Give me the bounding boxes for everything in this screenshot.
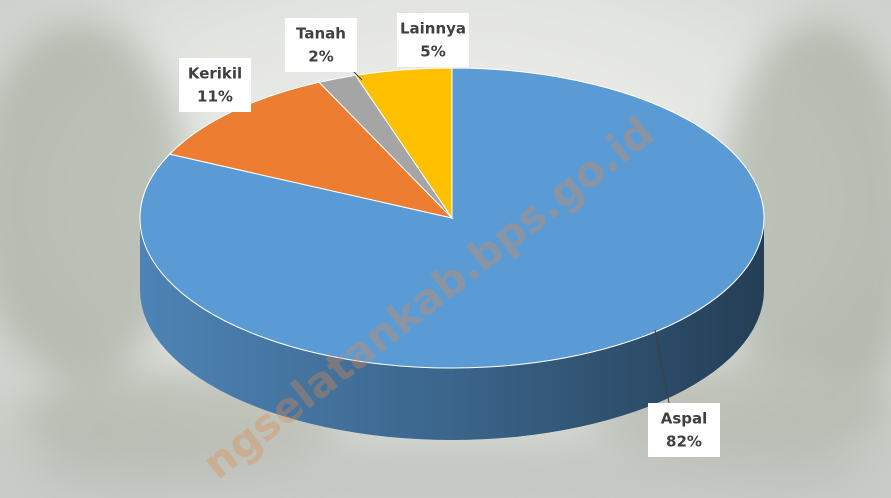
value-label: 2% bbox=[308, 48, 333, 66]
category-label: Kerikil bbox=[188, 65, 242, 83]
value-label: 11% bbox=[197, 88, 233, 106]
category-label: Tanah bbox=[296, 25, 346, 43]
chart: ngselatankab.bps.go.id Aspal82%Kerikil11… bbox=[0, 0, 891, 498]
category-label: Aspal bbox=[661, 410, 708, 428]
value-label: 5% bbox=[420, 43, 445, 61]
category-label: Lainnya bbox=[400, 20, 466, 38]
value-label: 82% bbox=[666, 433, 702, 451]
